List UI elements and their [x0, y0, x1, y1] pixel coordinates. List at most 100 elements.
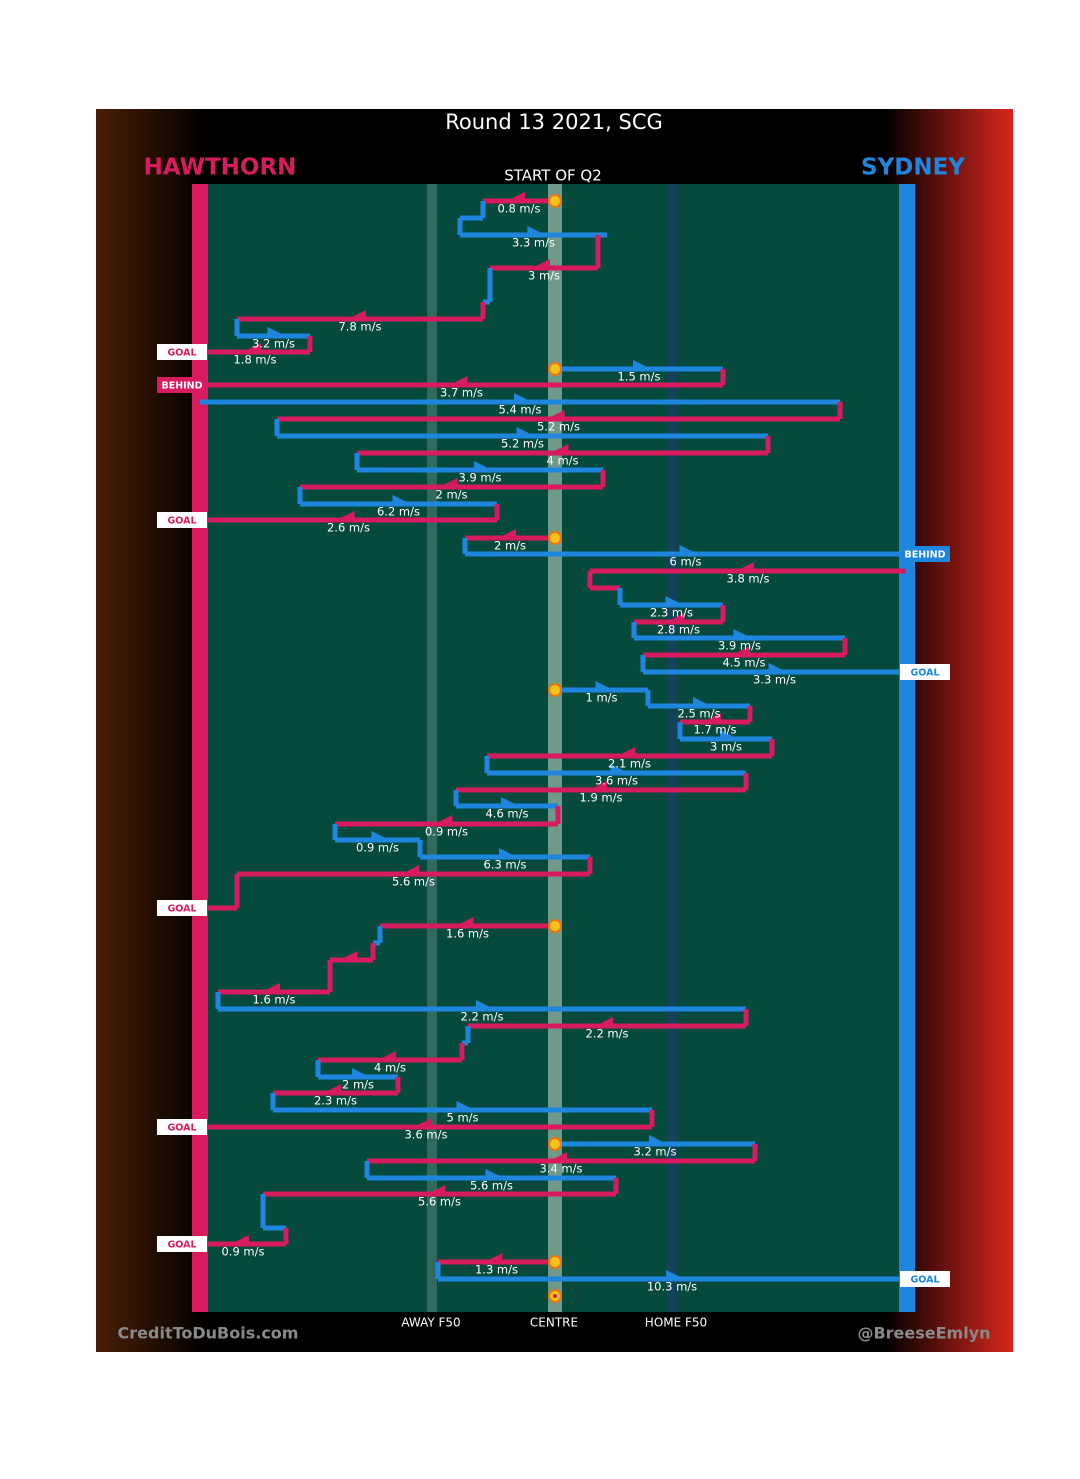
direction-arrow — [476, 1000, 494, 1009]
speed-label: 0.9 m/s — [425, 825, 468, 839]
speed-label: 3.2 m/s — [633, 1145, 676, 1159]
chain-start — [548, 1255, 562, 1269]
direction-arrow — [449, 376, 468, 385]
direction-arrow — [649, 1135, 667, 1144]
direction-arrow — [501, 797, 519, 806]
speed-label: 2.2 m/s — [460, 1010, 503, 1024]
speed-label: 5.2 m/s — [501, 437, 544, 451]
direction-arrow — [516, 427, 535, 436]
direction-arrow — [339, 951, 358, 960]
direction-arrow — [434, 815, 453, 824]
result-label: GOAL — [167, 1240, 196, 1251]
result-label: BEHIND — [904, 550, 945, 561]
speed-label: 4.6 m/s — [485, 807, 528, 821]
direction-arrow — [514, 393, 532, 402]
direction-arrow — [693, 697, 711, 706]
speed-label: 3.9 m/s — [718, 639, 761, 653]
speed-label: 6.2 m/s — [377, 505, 420, 519]
ground-label: CENTRE — [530, 1316, 578, 1330]
right-goal-line — [899, 184, 915, 1312]
speed-label: 1.9 m/s — [579, 791, 622, 805]
speed-label: 2 m/s — [435, 488, 467, 502]
speed-label: 3.3 m/s — [512, 236, 555, 250]
speed-label: 4 m/s — [546, 454, 578, 468]
chain-start — [548, 919, 562, 933]
speed-label: 3.3 m/s — [753, 673, 796, 687]
direction-arrow — [378, 1051, 396, 1060]
speed-label: 5.2 m/s — [537, 420, 580, 434]
direction-arrow — [414, 1118, 432, 1127]
direction-arrow — [532, 259, 550, 268]
result-box — [157, 900, 207, 916]
direction-arrow — [371, 831, 390, 840]
result-box — [157, 1236, 207, 1252]
subtitle: START OF Q2 — [504, 167, 602, 185]
direction-arrow — [439, 478, 458, 487]
direction-arrow — [485, 1169, 504, 1178]
speed-label: 10.3 m/s — [647, 1280, 697, 1294]
result-box — [157, 344, 207, 360]
speed-label: 1.3 m/s — [475, 1263, 518, 1277]
result-label: GOAL — [910, 1275, 939, 1286]
credit: @BreeseEmlyn — [857, 1324, 990, 1343]
ball-centre — [553, 1294, 557, 1298]
direction-arrow — [498, 529, 516, 538]
home-f50-line — [667, 184, 677, 1312]
direction-arrow — [733, 629, 752, 638]
speed-label: 3.2 m/s — [252, 337, 295, 351]
result-label: GOAL — [167, 516, 196, 527]
credit: CreditToDuBois.com — [118, 1324, 299, 1343]
direction-arrow — [546, 410, 565, 419]
direction-arrow — [427, 1185, 446, 1194]
left-goal-line — [192, 184, 208, 1312]
speed-label: 4.5 m/s — [722, 656, 765, 670]
direction-arrow — [720, 730, 738, 739]
direction-arrow — [595, 1017, 613, 1026]
direction-arrow — [666, 613, 685, 622]
direction-arrow — [665, 596, 684, 605]
result-label: GOAL — [167, 904, 196, 915]
speed-label: 1 m/s — [585, 691, 617, 705]
title: Round 13 2021, SCG — [445, 110, 663, 134]
result-box — [900, 1271, 950, 1287]
speed-label: 5.6 m/s — [418, 1195, 461, 1209]
direction-arrow — [595, 681, 614, 690]
speed-label: 6.3 m/s — [483, 858, 526, 872]
chain-start — [548, 194, 562, 208]
direction-arrow — [666, 1270, 684, 1279]
speed-label: 2.3 m/s — [650, 606, 693, 620]
speed-label: 2.8 m/s — [657, 623, 700, 637]
speed-label: 1.7 m/s — [693, 723, 736, 737]
direction-arrow — [589, 781, 607, 790]
direction-arrow — [527, 226, 546, 235]
speed-label: 2.2 m/s — [585, 1027, 628, 1041]
speed-label: 3.9 m/s — [458, 471, 501, 485]
speed-label: 3.8 m/s — [726, 572, 769, 586]
direction-arrow — [262, 983, 280, 992]
away-f50-line — [427, 184, 437, 1312]
ground-label: HOME F50 — [645, 1316, 707, 1330]
direction-arrow — [348, 310, 366, 319]
speed-label: 6 m/s — [669, 555, 701, 569]
result-box — [157, 377, 207, 393]
speed-label: 2.5 m/s — [677, 707, 720, 721]
direction-arrow — [499, 848, 517, 857]
result-box — [900, 664, 950, 680]
result-label: GOAL — [167, 1123, 196, 1134]
speed-label: 5.4 m/s — [498, 403, 541, 417]
chain-start — [548, 683, 562, 697]
speed-label: 2 m/s — [494, 539, 526, 553]
direction-arrow — [392, 495, 411, 504]
ground-label: AWAY F50 — [401, 1316, 460, 1330]
result-label: GOAL — [167, 348, 196, 359]
speed-label: 0.9 m/s — [356, 841, 399, 855]
chain-start — [548, 362, 562, 376]
direction-arrow — [549, 1152, 567, 1161]
speed-label: 3.6 m/s — [404, 1128, 447, 1142]
right-team: SYDNEY — [861, 155, 965, 181]
direction-arrow — [352, 1068, 370, 1077]
speed-label: 2 m/s — [342, 1078, 374, 1092]
speed-label: 2.3 m/s — [314, 1094, 357, 1108]
result-box — [900, 546, 950, 562]
